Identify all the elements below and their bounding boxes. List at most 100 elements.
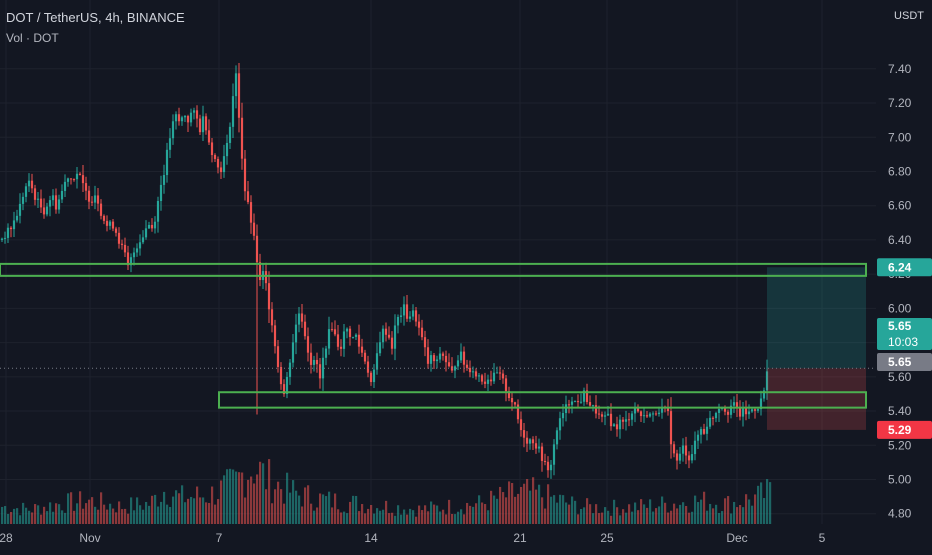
volume-bar [175,490,178,524]
volume-bar [742,507,745,524]
candle-body [570,401,574,405]
candle-body [210,142,214,156]
candle-body [234,73,238,97]
x-tick-label: 5 [819,531,826,545]
volume-bar [22,502,25,524]
x-tick-label: 7 [216,531,223,545]
volume-bar [424,505,427,524]
candle-body [228,126,232,143]
candle-body [486,379,490,384]
y-tick-label: 5.60 [888,370,912,384]
volume-bar [451,513,454,524]
candle-body [738,407,742,417]
candle-body [651,413,655,415]
volume-bar [124,508,127,524]
candle-body [741,407,745,417]
candle-body [396,317,400,326]
volume-bar [304,487,307,524]
candle-body [573,401,577,403]
volume-bar [490,490,493,524]
candle-body [108,221,112,226]
price-label: 5.29 [888,423,912,437]
volume-bar [685,505,688,524]
candle-body [99,203,103,216]
volume-bar [118,501,121,524]
candle-body [429,355,433,364]
candle-body [18,203,22,216]
volume-bar [556,502,559,524]
candle-body [414,310,418,322]
price-unit-label[interactable]: USDT [894,10,924,22]
candle-body [102,215,106,221]
candle-body [288,362,292,377]
volume-bar [280,489,283,524]
candle-body [576,401,580,403]
volume-bar [637,510,640,524]
volume-bar [37,505,40,524]
candle-body [126,252,130,266]
candle-body [78,173,82,176]
candle-body [231,96,235,127]
candle-body [321,357,325,379]
volume-bar [301,506,304,524]
candle-body [345,328,349,332]
candle-body [498,372,502,374]
volume-bar [334,493,337,524]
volume-bar [370,504,373,524]
candle-body [237,73,241,118]
volume-bar [382,509,385,524]
candle-body [255,235,259,263]
volume-bar [238,472,241,524]
symbol-title[interactable]: DOT / TetherUS, 4h, BINANCE [6,10,185,25]
volume-bar [634,502,637,524]
candle-body [330,329,334,331]
volume-bar [97,509,100,524]
volume-bar [595,504,598,524]
volume-bar [25,507,28,524]
volume-bar [88,499,91,524]
volume-indicator-label[interactable]: Vol · DOT [6,31,59,45]
candle-body [756,409,760,411]
candle-body [507,391,511,399]
candle-body [546,461,550,471]
candle-body [309,352,313,365]
candle-body [213,155,217,159]
candle-body [291,342,295,363]
volume-bar [169,507,172,524]
candle-body [0,238,4,240]
volume-bar [289,492,292,524]
candle-body [348,328,352,337]
volume-bar [322,494,325,524]
y-tick-label: 5.20 [888,438,912,452]
volume-bar [61,510,64,524]
volume-bar [502,492,505,524]
volume-bar [493,495,496,524]
candle-body [315,359,319,365]
candle-body [762,390,766,399]
candle-body [489,379,493,382]
candle-body [21,196,25,204]
volume-bar [724,498,727,524]
candle-body [318,364,322,379]
candle-body [750,409,754,412]
x-tick-label: Dec [726,531,747,545]
volume-bar [340,512,343,524]
volume-bar [127,513,130,524]
candle-body [579,401,583,403]
candle-body [105,220,109,226]
candle-body [6,227,10,238]
volume-bar [733,501,736,524]
candle-body [63,181,67,191]
candle-body [480,375,484,382]
volume-bar [517,493,520,524]
candle-body [504,378,508,392]
volume-bar [31,512,34,524]
candle-body [150,224,154,229]
candle-body [369,372,373,383]
candle-body [246,191,250,203]
volume-bar [82,508,85,524]
volume-bar [265,489,268,524]
volume-bar [721,511,724,524]
